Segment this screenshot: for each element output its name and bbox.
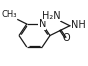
Text: H₂N: H₂N <box>42 11 60 21</box>
Text: CH₃: CH₃ <box>2 10 17 19</box>
Text: O: O <box>62 33 70 43</box>
Text: NH: NH <box>71 20 86 30</box>
Text: N: N <box>39 19 46 29</box>
